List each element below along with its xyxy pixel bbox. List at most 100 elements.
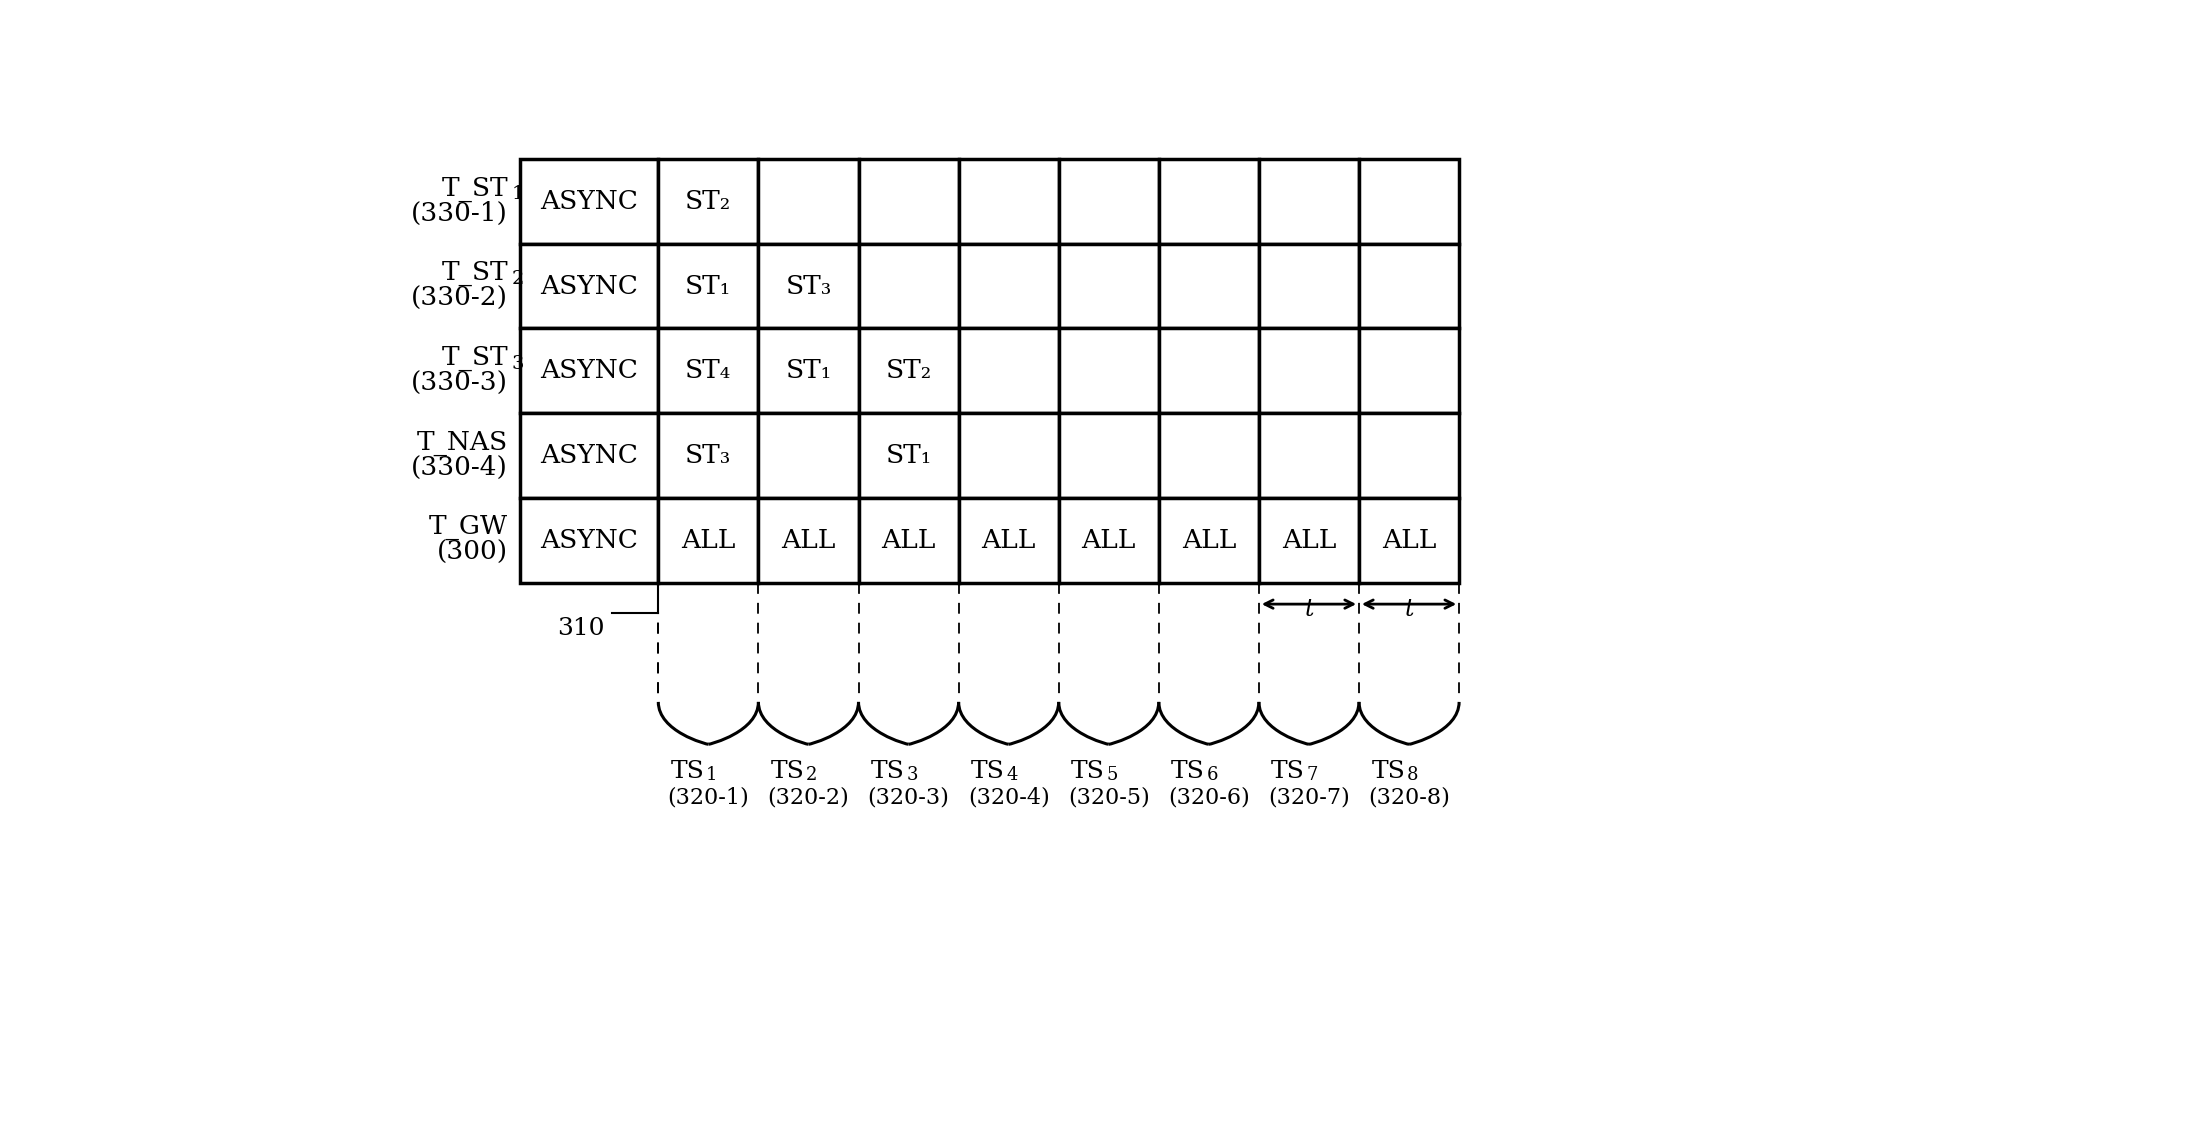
Bar xyxy=(1258,414,1360,497)
Text: ASYNC: ASYNC xyxy=(540,358,637,383)
Text: (330-4): (330-4) xyxy=(412,455,509,480)
Text: 310: 310 xyxy=(558,617,604,640)
Bar xyxy=(758,159,860,244)
Text: (320-5): (320-5) xyxy=(1069,786,1150,809)
Bar xyxy=(659,414,758,497)
Text: ASYNC: ASYNC xyxy=(540,189,637,214)
Text: (320-1): (320-1) xyxy=(668,786,749,809)
Bar xyxy=(520,414,659,497)
Text: TS: TS xyxy=(1371,759,1406,783)
Text: ST₁: ST₁ xyxy=(685,273,732,299)
Text: ALL: ALL xyxy=(1382,528,1437,553)
Bar xyxy=(758,414,860,497)
Text: ASYNC: ASYNC xyxy=(540,443,637,468)
Bar xyxy=(1258,244,1360,329)
Bar xyxy=(1058,497,1159,582)
Bar xyxy=(758,244,860,329)
Text: TS: TS xyxy=(771,759,804,783)
Text: (320-7): (320-7) xyxy=(1267,786,1349,809)
Text: T_ST: T_ST xyxy=(441,177,509,202)
Bar xyxy=(959,414,1058,497)
Text: T_NAS: T_NAS xyxy=(417,431,509,455)
Bar xyxy=(1258,497,1360,582)
Text: (320-6): (320-6) xyxy=(1168,786,1250,809)
Bar xyxy=(1159,497,1258,582)
Text: 3: 3 xyxy=(511,355,525,373)
Bar xyxy=(959,329,1058,414)
Text: TS: TS xyxy=(1170,759,1206,783)
Bar xyxy=(1058,414,1159,497)
Text: (330-3): (330-3) xyxy=(412,370,509,395)
Text: ALL: ALL xyxy=(1181,528,1236,553)
Text: T_ST: T_ST xyxy=(441,346,509,372)
Text: 3: 3 xyxy=(906,766,917,784)
Bar xyxy=(959,244,1058,329)
Bar xyxy=(1159,244,1258,329)
Bar xyxy=(860,159,959,244)
Text: (320-8): (320-8) xyxy=(1369,786,1450,809)
Bar xyxy=(758,497,860,582)
Bar xyxy=(1058,159,1159,244)
Bar xyxy=(1258,159,1360,244)
Text: 4: 4 xyxy=(1007,766,1018,784)
Text: ST₁: ST₁ xyxy=(886,443,932,468)
Text: TS: TS xyxy=(871,759,904,783)
Text: T_GW: T_GW xyxy=(430,516,509,540)
Bar xyxy=(520,244,659,329)
Bar xyxy=(1058,329,1159,414)
Text: ST₄: ST₄ xyxy=(685,358,732,383)
Bar xyxy=(1360,329,1459,414)
Text: (330-2): (330-2) xyxy=(412,286,509,310)
Bar xyxy=(860,497,959,582)
Text: (320-4): (320-4) xyxy=(968,786,1049,809)
Text: ASYNC: ASYNC xyxy=(540,273,637,299)
Text: ST₃: ST₃ xyxy=(785,273,831,299)
Bar xyxy=(659,329,758,414)
Text: TS: TS xyxy=(670,759,705,783)
Text: ALL: ALL xyxy=(1082,528,1135,553)
Text: ALL: ALL xyxy=(981,528,1036,553)
Bar xyxy=(1159,329,1258,414)
Text: ST₃: ST₃ xyxy=(685,443,732,468)
Bar xyxy=(1258,329,1360,414)
Bar xyxy=(758,329,860,414)
Bar xyxy=(959,159,1058,244)
Text: ASYNC: ASYNC xyxy=(540,528,637,553)
Text: 6: 6 xyxy=(1206,766,1219,784)
Text: ALL: ALL xyxy=(1283,528,1336,553)
Bar xyxy=(659,244,758,329)
Bar xyxy=(1360,244,1459,329)
Bar xyxy=(860,414,959,497)
Text: ST₂: ST₂ xyxy=(685,189,732,214)
Text: (320-3): (320-3) xyxy=(868,786,950,809)
Text: 2: 2 xyxy=(511,270,525,288)
Text: TS: TS xyxy=(1071,759,1104,783)
Text: 7: 7 xyxy=(1307,766,1318,784)
Bar xyxy=(1058,244,1159,329)
Bar xyxy=(659,159,758,244)
Text: ALL: ALL xyxy=(882,528,937,553)
Bar xyxy=(1360,159,1459,244)
Bar xyxy=(1360,497,1459,582)
Bar xyxy=(1360,414,1459,497)
Text: T_ST: T_ST xyxy=(441,262,509,287)
Text: TS: TS xyxy=(972,759,1005,783)
Bar xyxy=(520,159,659,244)
Text: (320-2): (320-2) xyxy=(767,786,849,809)
Text: 2: 2 xyxy=(807,766,818,784)
Bar xyxy=(860,329,959,414)
Text: 1: 1 xyxy=(511,186,525,204)
Text: ST₁: ST₁ xyxy=(785,358,831,383)
Text: 8: 8 xyxy=(1406,766,1417,784)
Text: 1: 1 xyxy=(705,766,719,784)
Text: TS: TS xyxy=(1272,759,1305,783)
Bar xyxy=(1159,159,1258,244)
Text: t: t xyxy=(1404,598,1413,621)
Text: 5: 5 xyxy=(1106,766,1117,784)
Bar xyxy=(659,497,758,582)
Bar xyxy=(860,244,959,329)
Text: ALL: ALL xyxy=(681,528,736,553)
Bar xyxy=(1159,414,1258,497)
Bar xyxy=(520,329,659,414)
Text: (300): (300) xyxy=(436,540,509,565)
